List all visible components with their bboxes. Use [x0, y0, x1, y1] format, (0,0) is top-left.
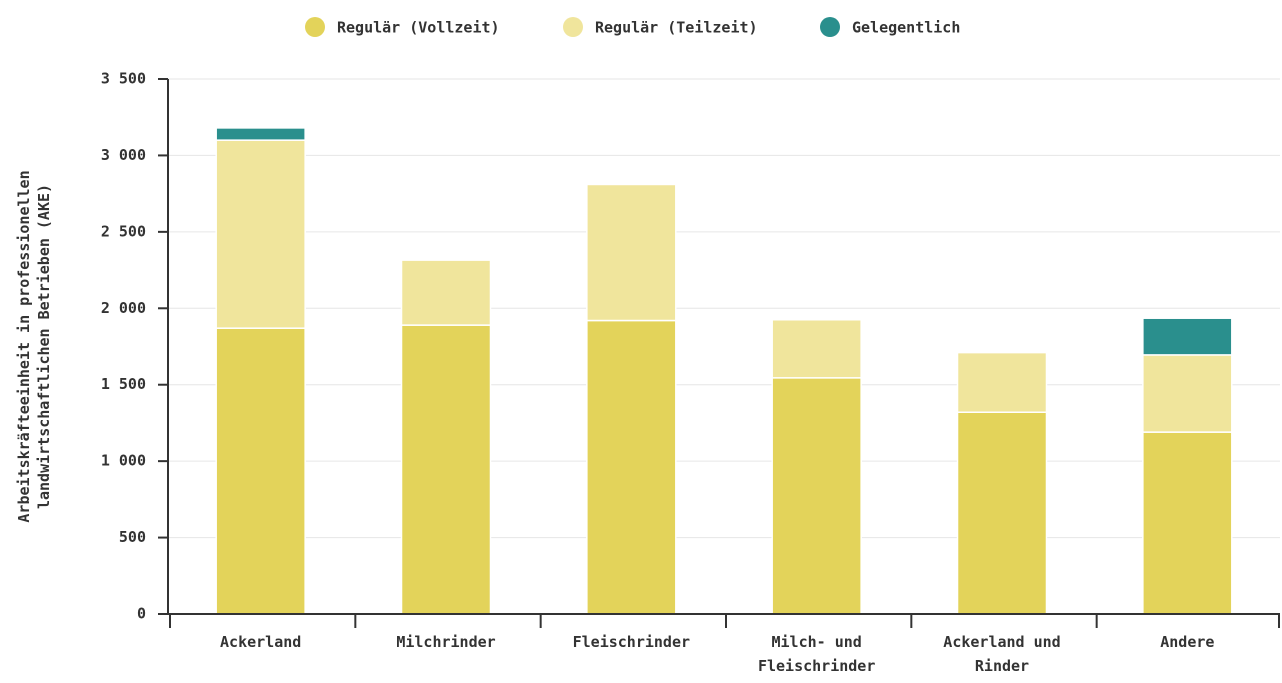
bar-segment	[215, 139, 306, 329]
legend-label: Gelegentlich	[852, 19, 960, 37]
y-axis-label: Arbeitskräfteeinheit in professionellen l…	[15, 170, 53, 522]
y-tick-label: 2 000	[101, 299, 146, 317]
bar-segment	[400, 324, 492, 615]
bar-segment	[1142, 317, 1233, 356]
legend-label: Regulär (Teilzeit)	[595, 19, 758, 37]
y-tick-label: 3 500	[101, 70, 146, 88]
bar-segment	[956, 351, 1048, 413]
y-axis-label-line: Arbeitskräfteeinheit in professionellen	[15, 170, 33, 522]
x-tick-label: Andere	[1160, 633, 1215, 651]
bar-segment	[215, 327, 306, 615]
x-tick-label: Milch- und Fleischrinder	[757, 633, 876, 675]
y-tick-label: 3 000	[101, 146, 146, 164]
x-tick-label: Milchrinder	[396, 633, 496, 651]
legend-marker	[820, 17, 840, 37]
bar-segment	[586, 183, 677, 322]
legend-label: Regulär (Vollzeit)	[337, 19, 500, 37]
y-tick-label: 1 500	[101, 375, 146, 393]
bar-segment	[1142, 354, 1233, 433]
bar-segment	[1142, 431, 1233, 615]
y-tick-label: 1 000	[101, 452, 146, 470]
y-tick-label: 500	[119, 528, 146, 546]
x-tick-label: Fleischrinder	[572, 633, 691, 651]
bar-segment	[586, 319, 677, 615]
bar-segment	[771, 319, 862, 379]
y-axis-label-line: landwirtschaftlichen Betrieben (AKE)	[35, 184, 53, 509]
bar-segment	[956, 411, 1048, 615]
legend-marker	[563, 17, 583, 37]
x-tick-label: Ackerland und Rinder	[943, 633, 1061, 675]
y-tick-label: 0	[137, 605, 146, 623]
y-tick-label: 2 500	[101, 222, 146, 240]
bar-segment	[215, 127, 306, 141]
bar-segment	[400, 259, 492, 326]
bar-segment	[771, 377, 862, 615]
x-tick-label: Ackerland	[220, 633, 302, 651]
legend-marker	[305, 17, 325, 37]
